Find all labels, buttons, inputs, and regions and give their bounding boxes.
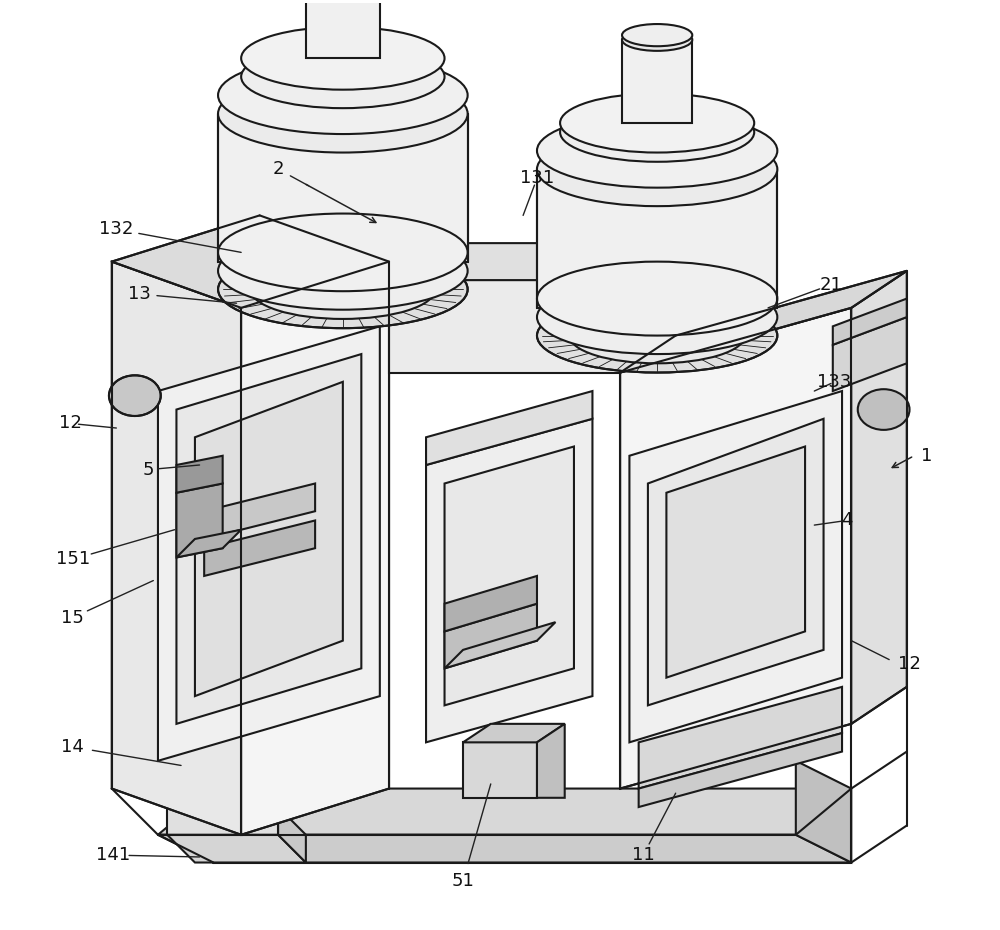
Polygon shape: [445, 622, 555, 669]
Ellipse shape: [537, 113, 777, 188]
Polygon shape: [176, 354, 361, 724]
Ellipse shape: [537, 299, 777, 373]
Polygon shape: [278, 807, 306, 862]
Ellipse shape: [560, 93, 754, 153]
Polygon shape: [620, 308, 851, 789]
Ellipse shape: [218, 75, 468, 153]
Polygon shape: [158, 835, 851, 862]
Polygon shape: [463, 742, 537, 798]
Polygon shape: [648, 418, 824, 705]
Polygon shape: [537, 169, 777, 308]
Polygon shape: [426, 418, 592, 742]
Ellipse shape: [537, 261, 777, 336]
Ellipse shape: [250, 259, 435, 319]
Polygon shape: [426, 391, 592, 465]
Text: 131: 131: [520, 169, 554, 188]
Polygon shape: [112, 216, 389, 308]
Ellipse shape: [218, 250, 468, 328]
Ellipse shape: [622, 24, 692, 46]
Polygon shape: [622, 40, 692, 123]
Polygon shape: [537, 724, 565, 798]
Polygon shape: [204, 521, 315, 576]
Ellipse shape: [241, 27, 445, 89]
Polygon shape: [796, 761, 851, 862]
Text: 141: 141: [96, 846, 131, 864]
Ellipse shape: [241, 46, 445, 108]
Polygon shape: [445, 604, 537, 669]
Ellipse shape: [622, 29, 692, 51]
Ellipse shape: [218, 232, 468, 310]
Polygon shape: [445, 446, 574, 705]
Polygon shape: [218, 113, 468, 261]
Polygon shape: [158, 326, 380, 761]
Text: 13: 13: [128, 285, 151, 303]
Polygon shape: [833, 299, 907, 345]
Polygon shape: [389, 243, 685, 280]
Ellipse shape: [218, 57, 468, 134]
Ellipse shape: [560, 102, 754, 162]
Text: 12: 12: [59, 415, 82, 432]
Ellipse shape: [569, 308, 745, 364]
Text: 4: 4: [841, 512, 852, 529]
Polygon shape: [445, 576, 537, 631]
Polygon shape: [241, 261, 389, 835]
Polygon shape: [639, 687, 842, 789]
Text: 11: 11: [632, 846, 655, 864]
Ellipse shape: [858, 389, 910, 430]
Polygon shape: [851, 271, 907, 724]
Polygon shape: [620, 271, 907, 373]
Text: 1: 1: [921, 446, 932, 465]
Polygon shape: [306, 0, 380, 59]
Polygon shape: [158, 789, 851, 835]
Text: 14: 14: [61, 738, 84, 756]
Polygon shape: [463, 724, 565, 742]
Polygon shape: [204, 484, 315, 539]
Text: 51: 51: [452, 872, 474, 890]
Polygon shape: [167, 835, 306, 862]
Text: 15: 15: [61, 608, 84, 627]
Text: 5: 5: [143, 460, 154, 479]
Ellipse shape: [109, 376, 161, 416]
Polygon shape: [167, 807, 278, 835]
Polygon shape: [639, 733, 842, 807]
Polygon shape: [833, 317, 907, 391]
Ellipse shape: [537, 280, 777, 354]
Polygon shape: [389, 280, 620, 373]
Polygon shape: [176, 456, 223, 493]
Ellipse shape: [218, 214, 468, 291]
Text: 151: 151: [56, 551, 90, 568]
Polygon shape: [629, 391, 842, 742]
Text: 21: 21: [820, 275, 842, 294]
Text: 12: 12: [898, 655, 920, 672]
Polygon shape: [195, 382, 343, 697]
Ellipse shape: [537, 132, 777, 206]
Polygon shape: [176, 530, 241, 557]
Polygon shape: [112, 261, 241, 835]
Polygon shape: [176, 484, 223, 557]
Text: 2: 2: [272, 160, 284, 179]
Polygon shape: [666, 446, 805, 678]
Text: 133: 133: [817, 373, 852, 391]
Text: 132: 132: [99, 220, 134, 238]
